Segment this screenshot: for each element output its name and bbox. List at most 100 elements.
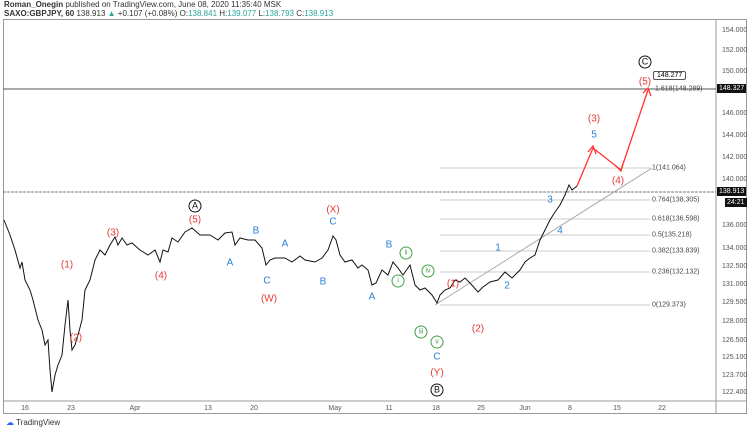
wave-label: (3) <box>587 113 601 125</box>
wave-label: (4) <box>154 270 168 282</box>
y-tick: 131.000 <box>722 281 748 288</box>
brand-name: TradingView <box>16 418 61 427</box>
fib-label: 0.764(138.305) <box>652 196 700 204</box>
x-tick: 18 <box>432 405 440 412</box>
wave-label: A <box>226 257 234 269</box>
wave-label: A <box>188 199 202 213</box>
wave-label: (2) <box>471 323 485 335</box>
symbol[interactable]: SAXO:GBPJPY, 60 <box>4 9 75 18</box>
wave-label: 5 <box>591 129 597 141</box>
publish-date: published on TradingView.com, June 08, 2… <box>65 0 282 9</box>
change: +0.107 (+0.08%) <box>117 9 178 18</box>
y-tick: 140.000 <box>722 176 748 183</box>
wave-label: C <box>329 216 337 228</box>
y-tick: 123.700 <box>722 372 748 379</box>
target-price-box: 148.327 <box>717 84 747 93</box>
high: 139.077 <box>227 9 257 18</box>
last-price: 138.913 <box>76 9 106 18</box>
wave-label: (5) <box>638 76 652 88</box>
x-tick: 25 <box>477 405 485 412</box>
y-tick: 125.100 <box>722 354 748 361</box>
y-tick: 126.500 <box>722 337 748 344</box>
arrowheads <box>587 86 652 173</box>
x-tick: May <box>328 405 342 412</box>
wave-label: C <box>263 275 271 287</box>
fib-label: 1(141.064) <box>652 164 686 172</box>
y-tick: 129.500 <box>722 299 748 306</box>
publish-info: Roman_Onegin published on TradingView.co… <box>4 0 281 9</box>
up-arrow-icon: ▲ <box>107 9 116 18</box>
y-tick: 128.000 <box>722 318 748 325</box>
l-label: L: <box>258 9 266 18</box>
open: 138.841 <box>188 9 218 18</box>
y-tick: 132.500 <box>722 263 748 270</box>
wave-label: (X) <box>326 204 340 216</box>
fib-label: 0.618(136.598) <box>652 215 700 223</box>
wave-label: (3) <box>106 227 120 239</box>
low: 138.793 <box>265 9 294 18</box>
wave-label: iii <box>414 325 428 339</box>
x-tick: 20 <box>250 405 258 412</box>
wave-label: 1 <box>495 242 501 254</box>
x-tick: Jun <box>519 405 531 412</box>
chart-frame[interactable] <box>3 19 747 414</box>
author[interactable]: Roman_Onegin <box>4 0 64 9</box>
x-tick: 16 <box>21 405 29 412</box>
wave-label: 3 <box>547 194 553 206</box>
x-tick: 11 <box>385 405 393 412</box>
x-tick: 13 <box>204 405 212 412</box>
current-price-box: 138.913 <box>717 187 747 196</box>
y-tick: 146.000 <box>722 110 748 117</box>
wave-label: (5) <box>188 214 202 226</box>
c-label: C: <box>296 9 305 18</box>
wave-label: 2 <box>504 280 510 292</box>
close: 138.913 <box>304 9 334 18</box>
wave-label: i <box>391 274 405 288</box>
wave-label: B <box>252 225 260 237</box>
trendline[interactable] <box>434 167 653 306</box>
fib-label: 0(129.373) <box>652 301 686 309</box>
fib-label: 0.236(132.132) <box>652 268 700 276</box>
wave-label: B <box>430 383 444 397</box>
fib-label: 1.618(148.289) <box>655 85 703 93</box>
wave-label: C <box>638 55 652 69</box>
projection-path <box>576 89 649 187</box>
y-tick: 144.000 <box>722 132 748 139</box>
y-tick: 152.000 <box>722 47 748 54</box>
wave-label: (1) <box>446 278 460 290</box>
wave-label: (1) <box>60 259 74 271</box>
wave-label: v <box>430 335 444 349</box>
tradingview-logo[interactable]: ☁ TradingView <box>6 418 60 427</box>
y-tick: 122.400 <box>722 389 748 396</box>
x-tick: 23 <box>67 405 75 412</box>
wave-label: B <box>385 239 393 251</box>
ohlc-legend: SAXO:GBPJPY, 60 138.913 ▲ +0.107 (+0.08%… <box>4 9 333 18</box>
price-series <box>3 183 578 393</box>
x-tick: 22 <box>658 405 666 412</box>
cloud-icon: ☁ <box>6 418 14 427</box>
wave-label: (2) <box>69 332 83 344</box>
y-tick: 142.000 <box>722 154 748 161</box>
wave-label: (4) <box>611 175 625 187</box>
wave-label: (Y) <box>430 367 444 379</box>
bar-countdown: 24:21 <box>725 198 747 207</box>
wave-label: B <box>319 276 327 288</box>
wave-label: (W) <box>260 293 278 305</box>
target-callout[interactable]: 148.277 <box>653 71 687 80</box>
y-tick: 136.000 <box>722 222 748 229</box>
fib-label: 0.5(135.218) <box>652 231 692 239</box>
wave-label: A <box>281 238 289 250</box>
y-tick: 150.000 <box>722 68 748 75</box>
x-tick: 15 <box>613 405 621 412</box>
y-tick: 134.000 <box>722 245 748 252</box>
fib-label: 0.382(133.839) <box>652 247 700 255</box>
o-label: O: <box>179 9 189 18</box>
x-tick: Apr <box>129 405 141 412</box>
y-tick: 154.000 <box>722 27 748 34</box>
wave-label: A <box>368 291 376 303</box>
wave-label: ii <box>399 246 413 260</box>
h-label: H: <box>219 9 228 18</box>
wave-label: C <box>433 351 441 363</box>
wave-label: iv <box>421 264 435 278</box>
